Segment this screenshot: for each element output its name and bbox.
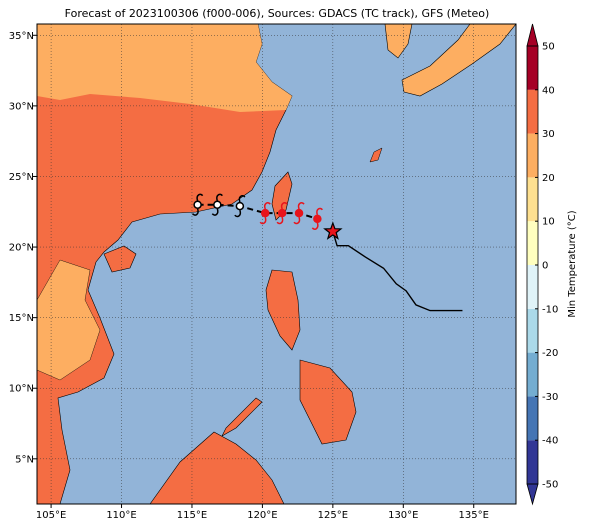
palawan bbox=[221, 397, 263, 437]
x-tick-label: 130°E bbox=[388, 510, 418, 521]
colorbar-bin bbox=[527, 46, 538, 90]
x-tick-label: 120°E bbox=[247, 510, 277, 521]
y-tick-label: 5°N bbox=[15, 454, 34, 465]
mindanao bbox=[299, 359, 357, 445]
colorbar-bin bbox=[527, 133, 538, 178]
storm-eye bbox=[193, 200, 202, 209]
taiwan bbox=[271, 171, 293, 221]
colorbar-tick-label: -20 bbox=[542, 348, 558, 359]
colorbar-bin bbox=[527, 221, 538, 265]
storm-arm bbox=[216, 193, 223, 201]
colorbar-tick-label: -40 bbox=[542, 436, 558, 447]
chart-title: Forecast of 2023100306 (f000-006), Sourc… bbox=[65, 7, 490, 20]
colorbar-bin bbox=[527, 308, 538, 353]
colorbar-bin bbox=[527, 396, 538, 441]
korea bbox=[384, 24, 413, 59]
storm-arm bbox=[238, 195, 246, 203]
storm-eye bbox=[313, 214, 322, 224]
x-tick-label: 125°E bbox=[318, 510, 348, 521]
storm-arm bbox=[293, 216, 301, 225]
colorbar-tick-label: 30 bbox=[542, 129, 555, 140]
mainland bbox=[37, 24, 293, 504]
storm-eye bbox=[277, 208, 287, 218]
colorbar-bin bbox=[527, 177, 538, 222]
colorbar-bin bbox=[527, 89, 538, 134]
forecast-point bbox=[293, 202, 305, 225]
storm-arm bbox=[316, 207, 323, 216]
colorbar-tick-label: 0 bbox=[542, 261, 548, 272]
current-position bbox=[323, 221, 343, 240]
x-tick-label: 115°E bbox=[177, 510, 207, 521]
colorbar-tick-label: -30 bbox=[542, 392, 558, 403]
storm-eye bbox=[260, 208, 270, 218]
colorbar-tick-label: 50 bbox=[542, 42, 555, 53]
colorbar-tick-label: 40 bbox=[542, 85, 555, 96]
colorbar: -50 -40 -30 -20 -10 0 10 20 30 40 50 bbox=[526, 23, 558, 506]
borneo bbox=[149, 431, 285, 504]
hainan bbox=[103, 245, 137, 273]
y-tick-label: 30°N bbox=[9, 101, 34, 112]
past-track bbox=[332, 231, 463, 312]
graticule: 105°E 110°E 115°E 120°E 125°E 130°E 135°E 5°N 10… bbox=[9, 24, 516, 521]
map-area bbox=[37, 24, 516, 504]
luzon bbox=[265, 269, 301, 351]
map-frame bbox=[36, 23, 517, 505]
tracks bbox=[191, 193, 463, 312]
y-tick-label: 20°N bbox=[9, 243, 34, 254]
x-tick-label: 110°E bbox=[106, 510, 136, 521]
colorbar-tick-label: 10 bbox=[542, 217, 555, 228]
highland bbox=[37, 259, 101, 381]
forecast-point bbox=[259, 202, 271, 225]
colorbar-bin bbox=[527, 352, 538, 397]
storm-arm bbox=[280, 202, 288, 210]
x-tick-label: 135°E bbox=[459, 510, 489, 521]
colorbar-label: Min Temperature (°C) bbox=[567, 210, 578, 317]
y-tick-label: 35°N bbox=[9, 31, 34, 42]
x-tick-label: 105°E bbox=[36, 510, 66, 521]
storm-arm bbox=[276, 216, 284, 225]
storm-arm bbox=[234, 209, 242, 218]
colorbar-tick-label: 20 bbox=[542, 173, 555, 184]
storm-arm bbox=[297, 202, 305, 210]
okinawa bbox=[369, 147, 383, 163]
storm-eye bbox=[294, 208, 304, 218]
forecast-point bbox=[276, 202, 288, 225]
colorbar-bin bbox=[527, 265, 538, 309]
colorbar-extend-bottom bbox=[526, 483, 539, 506]
forecast-point bbox=[234, 195, 246, 218]
colorbar-tick-label: -50 bbox=[542, 480, 558, 491]
forecast-point bbox=[191, 193, 204, 216]
storm-eye bbox=[235, 201, 245, 211]
storm-arm bbox=[259, 216, 267, 225]
y-tick-label: 15°N bbox=[9, 313, 34, 324]
forecast-point bbox=[211, 193, 223, 216]
colorbar-extend-top bbox=[526, 23, 539, 47]
storm-arm bbox=[191, 208, 199, 216]
storm-arm bbox=[196, 193, 204, 201]
storm-eye bbox=[213, 200, 222, 209]
colorbar-tick-label: -10 bbox=[542, 304, 558, 315]
colorbar-bin bbox=[527, 440, 538, 484]
storm-arm bbox=[264, 202, 271, 210]
y-tick-label: 25°N bbox=[9, 172, 34, 183]
mainland-cool bbox=[37, 24, 292, 112]
storm-arm bbox=[211, 208, 219, 216]
storm-arm bbox=[311, 222, 319, 230]
japan bbox=[401, 24, 516, 97]
y-tick-label: 10°N bbox=[9, 384, 34, 395]
forecast-point bbox=[311, 207, 323, 230]
